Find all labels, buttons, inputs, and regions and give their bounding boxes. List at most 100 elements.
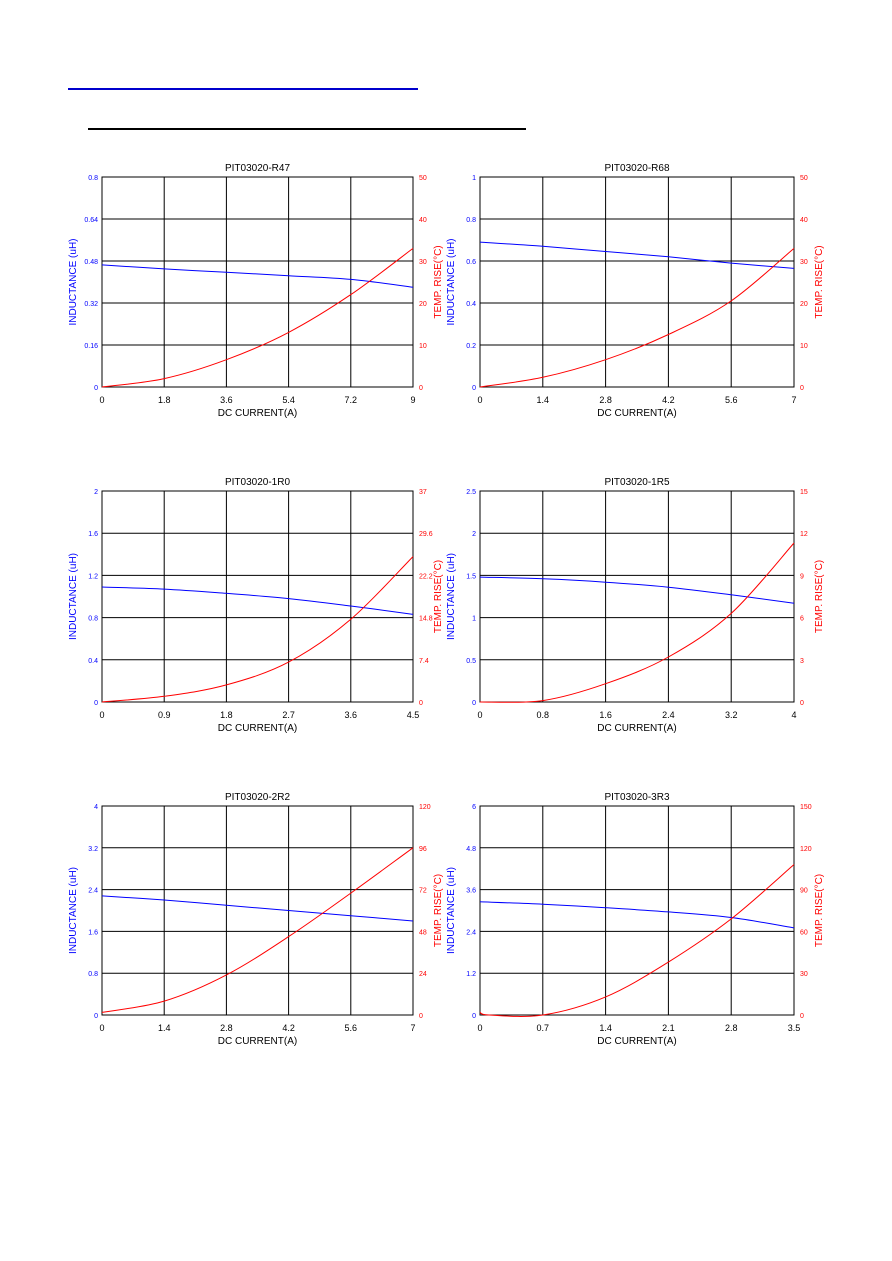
- y-right-tick-label: 120: [419, 804, 431, 811]
- x-tick-label: 2.7: [282, 710, 295, 720]
- y-right-tick-label: 30: [800, 259, 808, 266]
- y-left-tick-label: 0.32: [84, 301, 98, 308]
- x-axis-label: DC CURRENT(A): [218, 723, 297, 734]
- y-left-tick-label: 0: [94, 1013, 98, 1020]
- y-right-tick-label: 0: [419, 1013, 423, 1020]
- y-right-tick-label: 20: [800, 301, 808, 308]
- y-left-tick-label: 3.6: [466, 888, 476, 895]
- y-right-axis-label: TEMP. RISE(°C): [433, 874, 444, 947]
- y-left-tick-label: 1: [472, 616, 476, 623]
- temp-rise-curve: [101, 556, 414, 703]
- y-left-tick-label: 0.8: [466, 217, 476, 224]
- y-right-tick-label: 10: [419, 343, 427, 350]
- x-axis-label: DC CURRENT(A): [597, 723, 676, 734]
- y-right-tick-label: 6: [800, 616, 804, 623]
- y-right-tick-label: 0: [800, 1013, 804, 1020]
- y-left-tick-label: 2: [472, 531, 476, 538]
- x-tick-label: 1.8: [220, 710, 233, 720]
- y-left-tick-label: 2.4: [466, 929, 476, 936]
- y-left-tick-label: 0.8: [88, 616, 98, 623]
- x-tick-label: 5.4: [282, 395, 295, 405]
- x-tick-label: 7: [410, 1023, 415, 1033]
- y-left-axis-label: INDUCTANCE (uH): [446, 867, 457, 954]
- x-tick-label: 4: [791, 710, 796, 720]
- chart-title: PIT03020-R68: [604, 163, 669, 174]
- x-tick-label: 4.2: [282, 1023, 295, 1033]
- inductance-curve: [479, 576, 795, 604]
- x-tick-label: 2.8: [725, 1023, 738, 1033]
- y-left-tick-label: 3.2: [88, 846, 98, 853]
- y-right-tick-label: 30: [800, 971, 808, 978]
- x-tick-label: 2.4: [662, 710, 675, 720]
- chart-title: PIT03020-2R2: [225, 792, 290, 803]
- x-tick-label: 3.5: [788, 1023, 801, 1033]
- y-right-tick-label: 20: [419, 301, 427, 308]
- x-tick-label: 0: [477, 1023, 482, 1033]
- y-left-tick-label: 1.6: [88, 929, 98, 936]
- y-left-tick-label: 0.4: [88, 658, 98, 665]
- y-left-tick-label: 0.4: [466, 301, 476, 308]
- y-right-axis-label: TEMP. RISE(°C): [814, 560, 825, 633]
- y-right-tick-label: 7.4: [419, 658, 429, 665]
- x-tick-label: 1.8: [158, 395, 171, 405]
- inductance-curve: [101, 895, 414, 922]
- y-right-tick-label: 29.6: [419, 531, 433, 538]
- plot-frame: [479, 176, 795, 388]
- y-right-tick-label: 40: [419, 217, 427, 224]
- x-tick-label: 9: [410, 395, 415, 405]
- y-right-tick-label: 72: [419, 888, 427, 895]
- y-right-tick-label: 120: [800, 846, 812, 853]
- y-right-tick-label: 0: [419, 385, 423, 392]
- x-tick-label: 0.8: [537, 710, 550, 720]
- temp-rise-curve: [101, 847, 414, 1013]
- temp-rise-curve: [479, 248, 795, 388]
- y-right-tick-label: 0: [419, 700, 423, 707]
- y-left-tick-label: 1.2: [88, 573, 98, 580]
- y-left-tick-label: 2.5: [466, 489, 476, 496]
- y-left-tick-label: 0.2: [466, 343, 476, 350]
- y-left-axis-label: INDUCTANCE (uH): [68, 553, 79, 640]
- y-right-tick-label: 37: [419, 489, 427, 496]
- chart-4: 0 0.8 1.6 2.4 3.2 400.511.522.503691215PIT030…: [446, 477, 825, 734]
- x-axis-label: DC CURRENT(A): [597, 408, 676, 419]
- y-left-tick-label: 0.5: [466, 658, 476, 665]
- y-right-tick-label: 150: [800, 804, 812, 811]
- y-right-tick-label: 30: [419, 259, 427, 266]
- x-tick-label: 1.6: [599, 710, 612, 720]
- x-axis-label: DC CURRENT(A): [218, 1036, 297, 1047]
- y-left-tick-label: 0: [472, 385, 476, 392]
- y-right-tick-label: 60: [800, 929, 808, 936]
- y-left-axis-label: INDUCTANCE (uH): [68, 238, 79, 325]
- y-right-axis-label: TEMP. RISE(°C): [433, 560, 444, 633]
- x-tick-label: 3.2: [725, 710, 738, 720]
- chart-6: 0 0.7 1.4 2.1 2.8 3.501.22.43.64.860306090120…: [446, 792, 825, 1047]
- inductance-curve: [101, 264, 414, 288]
- y-right-tick-label: 15: [800, 489, 808, 496]
- y-left-tick-label: 0.6: [466, 259, 476, 266]
- x-tick-label: 0: [477, 395, 482, 405]
- y-left-tick-label: 1: [472, 175, 476, 182]
- y-left-tick-label: 6: [472, 804, 476, 811]
- x-tick-label: 3.6: [220, 395, 233, 405]
- y-left-tick-label: 0: [472, 1013, 476, 1020]
- x-tick-label: 4.5: [407, 710, 420, 720]
- x-tick-label: 0.7: [537, 1023, 550, 1033]
- y-left-tick-label: 0.48: [84, 259, 98, 266]
- x-axis-label: DC CURRENT(A): [218, 408, 297, 419]
- x-tick-label: 1.4: [599, 1023, 612, 1033]
- x-tick-label: 0: [99, 1023, 104, 1033]
- y-right-tick-label: 14.8: [419, 616, 433, 623]
- y-left-axis-label: INDUCTANCE (uH): [446, 238, 457, 325]
- y-left-tick-label: 4: [94, 804, 98, 811]
- y-right-tick-label: 9: [800, 573, 804, 580]
- y-right-tick-label: 0: [800, 385, 804, 392]
- inductance-curve: [479, 241, 795, 269]
- plot-frame: [479, 490, 795, 703]
- y-right-axis-label: TEMP. RISE(°C): [814, 874, 825, 947]
- y-left-tick-label: 1.6: [88, 531, 98, 538]
- plot-frame: [101, 176, 414, 388]
- plot-frame: [479, 805, 795, 1016]
- chart-title: PIT03020-1R5: [604, 477, 669, 488]
- x-tick-label: 2.1: [662, 1023, 675, 1033]
- y-right-tick-label: 90: [800, 888, 808, 895]
